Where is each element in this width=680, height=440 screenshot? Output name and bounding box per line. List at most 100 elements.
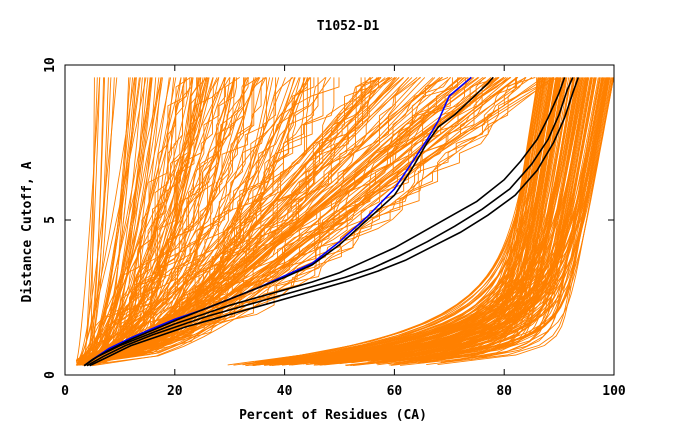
background-series-line [82, 77, 362, 365]
x-axis: 0 20 40 60 80 100 [61, 65, 626, 399]
background-series-line [275, 77, 543, 362]
background-series-line [81, 77, 257, 366]
y-axis: 0 5 10 [43, 57, 614, 379]
highlighted-series-line-4 [86, 77, 574, 367]
background-series-line [77, 77, 118, 363]
background-series-line [83, 77, 554, 366]
background-series-line [92, 77, 220, 365]
background-series-line [282, 77, 544, 362]
background-series-line [351, 77, 552, 364]
y-axis-label: Distance Cutoff, A [20, 161, 35, 302]
background-series-line [91, 77, 468, 364]
background-series-line [77, 77, 147, 365]
background-series-line [78, 77, 380, 362]
background-series-line [90, 77, 236, 361]
background-series-line [421, 77, 565, 364]
background-series-line [78, 77, 218, 364]
background-series-line [355, 77, 607, 362]
x-tick-label: 40 [277, 384, 293, 399]
background-series-line [264, 77, 551, 363]
background-series-line [305, 77, 582, 366]
background-series-line [78, 77, 404, 366]
background-series-line [83, 77, 157, 363]
background-series-line [87, 77, 153, 366]
background-series-line [88, 77, 200, 366]
background-series-line [78, 77, 135, 361]
background-series-line [89, 77, 163, 365]
y-tick-label: 5 [43, 216, 58, 224]
background-series-line [92, 77, 246, 364]
x-tick-label: 80 [496, 384, 512, 399]
x-tick-label: 100 [602, 384, 626, 399]
background-series-line [78, 77, 396, 363]
background-series-line [86, 77, 306, 361]
background-series-line [86, 77, 463, 361]
background-series-line [77, 77, 162, 362]
x-tick-label: 0 [61, 384, 69, 399]
background-series-line [92, 77, 526, 367]
background-series-line [81, 77, 485, 364]
background-series-line [350, 77, 609, 363]
background-series-line [79, 77, 255, 365]
background-series-line [367, 77, 593, 363]
background-series-line [370, 77, 546, 362]
background-series-line [87, 77, 236, 363]
background-series-line [87, 77, 295, 364]
background-series-line [87, 77, 267, 365]
x-tick-label: 20 [167, 384, 183, 399]
background-series-line [389, 77, 614, 361]
background-series-line [313, 77, 596, 363]
background-series-line [86, 77, 95, 364]
chart-title: T1052-D1 [317, 19, 380, 34]
background-series-line [84, 77, 98, 363]
background-series-line [93, 77, 249, 366]
background-series-line [91, 77, 208, 365]
background-series-line [81, 77, 300, 364]
background-series-line [286, 77, 575, 363]
background-series-line [79, 77, 452, 362]
background-series-line [85, 77, 177, 363]
background-series-line [93, 77, 326, 361]
background-series-line [87, 77, 441, 364]
y-tick-label: 0 [43, 371, 58, 379]
background-series-line [89, 77, 248, 364]
highlighted-series-line-1 [83, 76, 472, 367]
background-series-line [99, 77, 188, 365]
background-series-line [76, 77, 101, 363]
background-series-line [267, 77, 579, 366]
background-series-line [363, 77, 591, 362]
highlighted-series-line-5 [89, 77, 580, 367]
background-series-line [82, 77, 109, 361]
plot-area [75, 76, 615, 367]
background-series-line [90, 77, 517, 361]
background-series-line [93, 77, 340, 364]
highlighted-series-line-2 [83, 76, 494, 367]
highlighted-series-line-3 [83, 77, 566, 367]
background-series-line [88, 77, 146, 366]
y-tick-label: 10 [43, 57, 58, 73]
background-series-line [270, 77, 589, 364]
background-series-line [76, 77, 235, 361]
background-series-line [83, 77, 220, 362]
background-series-line [81, 77, 471, 362]
x-axis-label: Percent of Residues (CA) [239, 408, 427, 423]
background-series-line [77, 77, 480, 361]
background-series-line [318, 77, 581, 366]
highlighted-series-group [83, 76, 580, 367]
background-series-line [83, 77, 170, 361]
background-series-line [89, 77, 201, 363]
background-series-line [325, 77, 587, 364]
x-tick-label: 60 [387, 384, 403, 399]
background-series-line [90, 77, 194, 362]
background-series-line [84, 77, 131, 366]
background-series-line [277, 77, 560, 362]
background-series-line [89, 77, 225, 366]
background-series-line [77, 77, 372, 364]
background-series-line [305, 77, 595, 364]
background-series-line [86, 77, 227, 363]
background-series-line [87, 77, 153, 365]
background-series-line [75, 77, 112, 366]
background-series-line [362, 77, 612, 361]
background-series-line [90, 77, 175, 363]
